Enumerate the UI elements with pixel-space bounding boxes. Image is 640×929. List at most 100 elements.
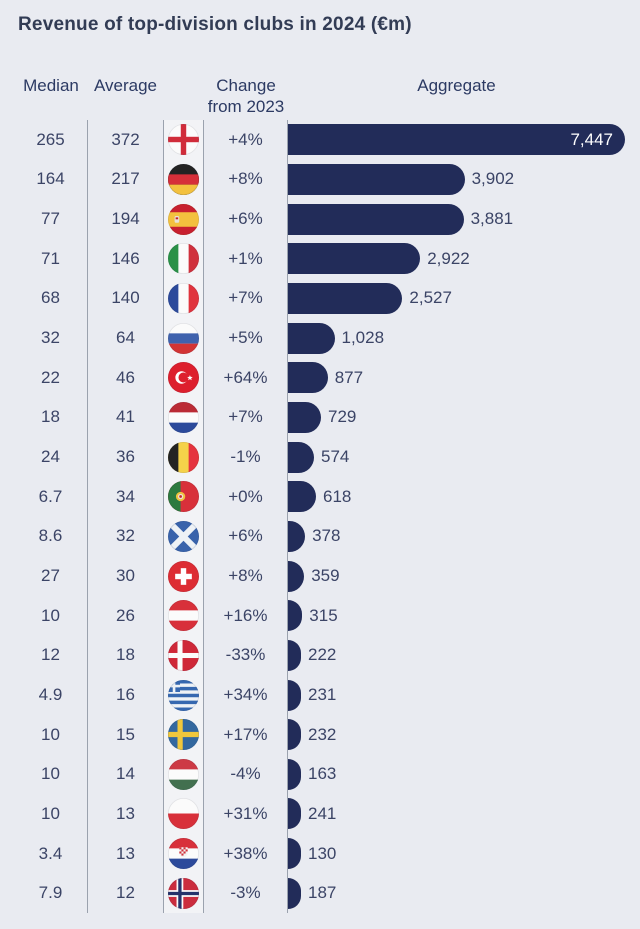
country-flag-cell	[163, 714, 204, 755]
table-row: 6.7 34 +0% 618	[0, 476, 640, 517]
header-median: Median	[23, 76, 79, 95]
aggregate-bar	[288, 838, 301, 870]
median-value: 24	[0, 437, 88, 477]
aggregate-bar	[288, 798, 301, 830]
median-value: 3.4	[0, 833, 88, 874]
median-value: 77	[0, 199, 88, 239]
aggregate-bar	[288, 719, 301, 751]
average-value: 36	[116, 447, 135, 467]
average-value: 30	[116, 566, 135, 586]
average-value: 140	[111, 288, 140, 308]
aggregate-cell: 7,447	[288, 120, 640, 160]
change-value: +0%	[204, 476, 288, 517]
table-row: 8.6 32 +6% 378	[0, 516, 640, 557]
change-value: +6%	[204, 516, 288, 557]
aggregate-cell: 232	[288, 715, 640, 755]
aggregate-value: 3,902	[471, 169, 515, 189]
aggregate-bar	[288, 441, 314, 473]
table-row: 22 46 +64% 877	[0, 357, 640, 398]
revenue-chart: { "title": "Revenue of top-division club…	[0, 14, 640, 929]
median-value: 32	[0, 318, 88, 358]
aggregate-bar	[288, 282, 403, 314]
aggregate-cell: 3,881	[288, 199, 640, 239]
median-value: 68	[0, 278, 88, 319]
change-value: +38%	[204, 833, 288, 874]
aggregate-cell: 378	[288, 517, 640, 557]
country-flag-cell	[163, 278, 204, 319]
table-row: 68 140 +7% 2,527	[0, 278, 640, 319]
aggregate-cell: 222	[288, 636, 640, 676]
flag-denmark-icon	[168, 639, 199, 671]
aggregate-cell: 163	[288, 755, 640, 795]
aggregate-value: 222	[308, 645, 337, 665]
median-value: 22	[0, 357, 88, 398]
aggregate-bar	[288, 322, 335, 354]
change-value: +17%	[204, 714, 288, 755]
average-value: 13	[116, 843, 135, 863]
aggregate-value: 7,447	[570, 129, 613, 149]
flag-russia-icon	[168, 322, 199, 354]
aggregate-cell: 241	[288, 794, 640, 834]
flag-sweden-icon	[168, 719, 199, 751]
table-row: 12 18 -33% 222	[0, 635, 640, 676]
flag-spain-icon	[168, 203, 199, 235]
median-value: 265	[0, 120, 88, 160]
average-value: 41	[116, 407, 135, 427]
aggregate-value: 3,881	[470, 209, 514, 229]
aggregate-bar: 7,447	[288, 124, 625, 156]
median-value: 18	[0, 397, 88, 438]
aggregate-cell: 187	[288, 873, 640, 913]
flag-austria-icon	[168, 600, 199, 632]
aggregate-bar	[288, 758, 301, 790]
flag-norway-icon	[168, 877, 199, 909]
aggregate-value: 1,028	[341, 328, 385, 348]
average-value: 372	[111, 129, 140, 149]
median-value: 10	[0, 754, 88, 795]
median-value: 6.7	[0, 476, 88, 517]
header-aggregate: Aggregate	[417, 76, 496, 95]
aggregate-bar	[288, 520, 306, 552]
aggregate-value: 241	[308, 803, 337, 823]
country-flag-cell	[163, 476, 204, 517]
aggregate-bar	[288, 401, 321, 433]
change-value: +7%	[204, 278, 288, 319]
table-row: 32 64 +5% 1,028	[0, 318, 640, 358]
aggregate-bar	[288, 163, 465, 195]
flag-scotland-icon	[168, 520, 199, 552]
aggregate-cell: 359	[288, 556, 640, 596]
flag-portugal-icon	[168, 481, 199, 513]
flag-england-icon	[168, 124, 199, 156]
aggregate-cell: 2,922	[288, 239, 640, 279]
aggregate-cell: 618	[288, 477, 640, 517]
median-value: 10	[0, 714, 88, 755]
table-row: 71 146 +1% 2,922	[0, 238, 640, 279]
aggregate-cell: 130	[288, 834, 640, 874]
aggregate-cell: 3,902	[288, 160, 640, 200]
aggregate-cell: 877	[288, 358, 640, 398]
change-value: +34%	[204, 675, 288, 715]
median-value: 164	[0, 159, 88, 200]
country-flag-cell	[163, 516, 204, 557]
aggregate-value: 359	[311, 566, 340, 586]
change-value: -1%	[204, 437, 288, 477]
country-flag-cell	[163, 794, 204, 834]
median-value: 10	[0, 794, 88, 834]
country-flag-cell	[163, 437, 204, 477]
header-average: Average	[93, 76, 157, 95]
median-value: 7.9	[0, 873, 88, 914]
country-flag-cell	[163, 199, 204, 239]
country-flag-cell	[163, 357, 204, 398]
column-headers: Median Average Change from 2023 Aggregat…	[0, 76, 640, 120]
aggregate-cell: 315	[288, 596, 640, 636]
aggregate-value: 130	[308, 843, 337, 863]
aggregate-value: 378	[312, 526, 341, 546]
country-flag-cell	[163, 873, 204, 914]
flag-turkey-icon	[168, 362, 199, 394]
country-flag-cell	[163, 595, 204, 636]
average-value: 46	[116, 367, 135, 387]
table-row: 164 217 +8% 3,902	[0, 159, 640, 200]
change-value: +31%	[204, 794, 288, 834]
aggregate-value: 163	[308, 764, 337, 784]
average-value: 16	[116, 685, 135, 705]
change-value: +16%	[204, 595, 288, 636]
